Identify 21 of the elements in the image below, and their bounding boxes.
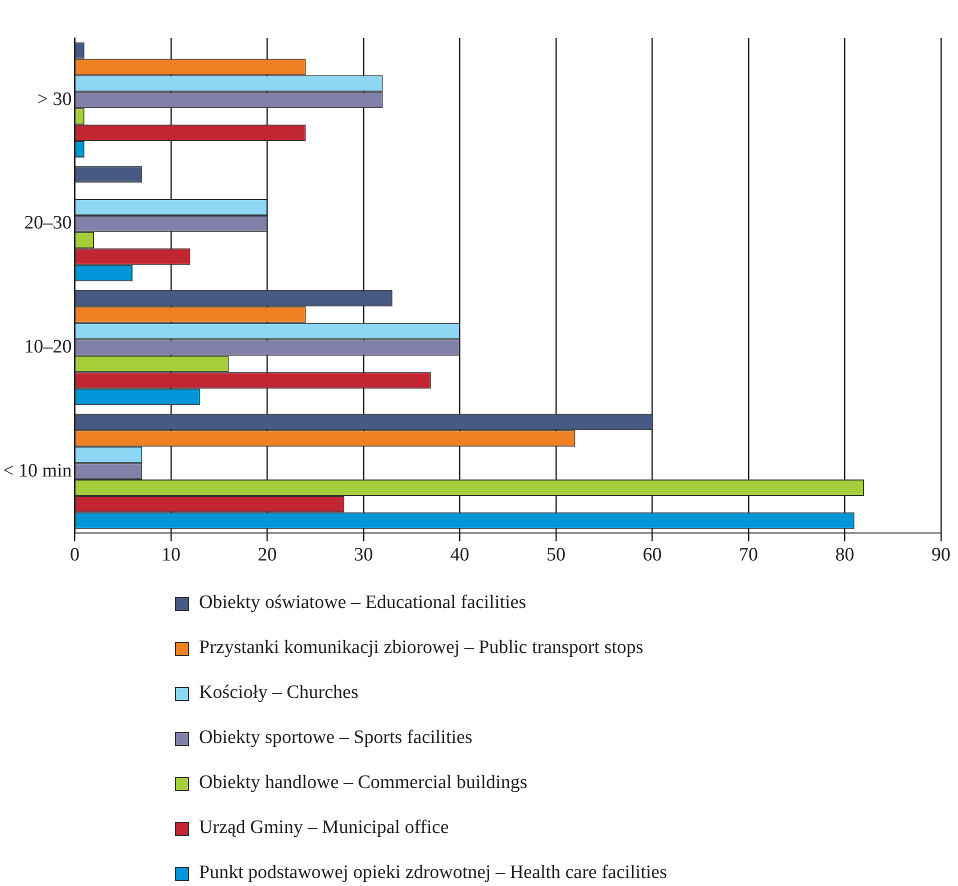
x-tick-label: 10	[162, 544, 181, 566]
legend-label: Obiekty oświatowe – Educational facilities	[199, 592, 526, 614]
y-tick-label: < 10 min	[2, 460, 72, 482]
x-tick-label: 50	[546, 544, 566, 566]
x-tick-label: 30	[354, 544, 374, 566]
legend-label: Przystanki komunikacji zbiorowej – Public transport stops	[199, 637, 644, 659]
legend-label: Kościoły – Churches	[199, 682, 358, 704]
legend-label: Obiekty sportowe – Sports facilities	[199, 727, 472, 749]
y-tick-label: 20–30	[24, 212, 72, 234]
x-tick-label: 90	[932, 544, 950, 566]
x-tick-label: 0	[70, 544, 80, 566]
y-tick-label: > 30	[37, 88, 72, 110]
y-tick-label: 10–20	[24, 336, 72, 358]
legend-label: Urząd Gminy – Municipal office	[199, 817, 449, 839]
x-tick-label: 70	[739, 544, 758, 566]
legend-label: Obiekty handlowe – Commercial buildings	[199, 772, 528, 794]
x-tick-label: 60	[642, 544, 662, 566]
x-tick-label: 20	[258, 544, 277, 566]
legend-label: Punkt podstawowej opieki zdrowotnej – Health care facilities	[199, 862, 668, 884]
x-tick-label: 40	[450, 544, 470, 566]
x-tick-label: 80	[835, 544, 854, 566]
